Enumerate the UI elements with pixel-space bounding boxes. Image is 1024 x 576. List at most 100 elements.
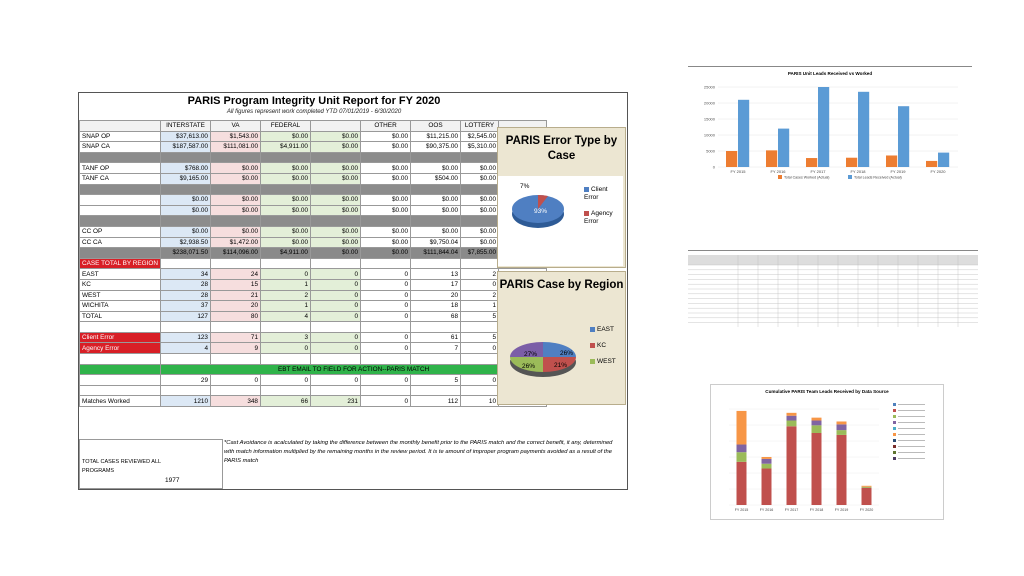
row-label: TANF CA <box>79 172 161 185</box>
table-cell: $0.00 <box>210 225 261 238</box>
table-cell: $0.00 <box>260 130 311 143</box>
table-cell: $5,310.00 <box>460 141 499 153</box>
table-cell: $0.00 <box>260 225 311 238</box>
table-cell <box>79 353 161 365</box>
table-cell: 231 <box>310 395 361 408</box>
row-label: SNAP CA <box>79 141 161 153</box>
table-cell <box>260 353 311 365</box>
table-cell <box>360 151 411 164</box>
table-cell: 0 <box>310 300 361 312</box>
pie-slice-east <box>543 342 576 357</box>
stacked-bar-segment <box>736 452 747 462</box>
table-cell: 0 <box>460 374 499 386</box>
cast-avoidance-note: *Cast Avoidance is acalculated by taking… <box>224 440 613 464</box>
legend-swatch <box>893 439 896 442</box>
bar-worked <box>846 157 858 167</box>
table-cell <box>260 183 311 196</box>
table-cell: $0.00 <box>360 225 411 238</box>
stacked-bar-segment <box>736 444 747 453</box>
table-cell: $2,938.50 <box>160 236 211 249</box>
table-cell: 29 <box>160 374 211 386</box>
table-cell <box>210 215 261 227</box>
pie-slice-kc <box>543 357 576 372</box>
stacked-bar-segment <box>836 430 847 435</box>
table-row: $0.00 $0.00 $0.00 $0.00 $0.00 $0.00 $0.00 <box>79 204 548 217</box>
table-cell: 15 <box>210 278 261 291</box>
legend-swatch <box>893 409 896 412</box>
table-cell: 0 <box>210 374 261 386</box>
table-row: SNAP OP $37,613.00 $1,543.00 $0.00 $0.00 $0.0… <box>79 130 548 143</box>
table-cell: $11,215.00 <box>410 130 461 143</box>
table-cell: $9,750.04 <box>410 236 461 249</box>
region-label: WICHITA <box>79 300 161 312</box>
total-reviewed-block: TOTAL CASES REVIEWED ALL PROGRAMS 1977 <box>79 439 223 489</box>
table-cell: 71 <box>210 331 261 344</box>
table-cell: $187,587.00 <box>160 141 211 153</box>
table-cell: $9,165.00 <box>160 172 211 185</box>
pie-slice-west <box>510 357 543 372</box>
table-cell <box>79 321 161 333</box>
stacked-bar-segment <box>786 426 797 505</box>
legend-swatch <box>893 427 896 430</box>
total-value: $0.00 <box>360 247 411 259</box>
stacked-bar-segment <box>861 486 872 488</box>
table-row: SNAP CA $187,587.00 $111,081.00 $4,911.00 $0… <box>79 141 548 153</box>
error-label: Agency Error <box>79 342 161 355</box>
legend-label: Total Leads Received (Actual) <box>854 176 902 180</box>
error-pie-chart: 93% 7% <box>512 183 564 228</box>
y-tick-label: 25000 <box>704 85 716 90</box>
table-cell: 0 <box>310 331 361 344</box>
table-cell: $4,911.00 <box>260 141 311 153</box>
table-cell: $0.00 <box>210 204 261 217</box>
pie-label-west: 26% <box>522 363 535 370</box>
region-legend: EAST KC WEST <box>590 326 616 366</box>
table-cell: $504.00 <box>410 172 461 185</box>
x-tick-label: FY 2015 <box>735 508 749 512</box>
legend-swatch <box>778 175 782 179</box>
column-header: OOS <box>410 120 461 132</box>
table-cell: 0 <box>460 342 499 355</box>
table-cell: 0 <box>360 268 411 280</box>
table-cell: 0 <box>310 374 361 386</box>
column-header <box>310 120 361 132</box>
spacer-row <box>79 353 548 365</box>
table-cell <box>79 363 161 376</box>
x-tick-label: FY 2019 <box>890 169 906 174</box>
table-cell: $0.00 <box>260 194 311 206</box>
table-cell: 37 <box>160 300 211 312</box>
column-header: OTHER <box>360 120 411 132</box>
table-cell: $0.00 <box>310 141 361 153</box>
chart-title: Cumulative PARIS Team Leads Received by … <box>765 389 889 394</box>
table-cell: 1 <box>260 300 311 312</box>
table-cell: 2 <box>460 268 499 280</box>
region-pie-chart: 26% 21% 26% 27% <box>510 342 576 377</box>
table-cell: 123 <box>160 331 211 344</box>
table-cell <box>460 151 499 164</box>
table-cell <box>310 183 361 196</box>
region-row: KC281510017061 <box>79 278 548 291</box>
table-cell: 0 <box>260 374 311 386</box>
error-legend: Client Error Agency Error <box>584 186 622 226</box>
table-cell: 13 <box>410 268 461 280</box>
region-row: WEST282120020273 <box>79 289 548 302</box>
stacked-bar-segment <box>861 485 872 487</box>
table-cell: $0.00 <box>260 204 311 217</box>
total-reviewed-label: TOTAL CASES REVIEWED ALL PROGRAMS <box>82 459 161 474</box>
table-cell <box>260 215 311 227</box>
table-cell: 0 <box>310 268 361 280</box>
bar-received <box>898 106 910 167</box>
table-cell <box>310 257 361 270</box>
table-row: CC OP $0.00 $0.00 $0.00 $0.00 $0.00 $0.00 $0.00 <box>79 225 548 238</box>
stacked-bar-segment <box>861 487 872 505</box>
spacer-row <box>79 321 548 333</box>
table-cell: 5 <box>460 310 499 323</box>
legend-east: EAST <box>590 326 616 334</box>
bar-chart-svg: 25000 20000 15000 10000 5000 0 FY 2015 FY 2016 F… <box>704 85 958 180</box>
table-cell: 17 <box>410 278 461 291</box>
stacked-bar-segment <box>811 433 822 505</box>
table-cell: 28 <box>160 289 211 302</box>
region-label: KC <box>79 278 161 291</box>
spacer-row <box>79 151 548 164</box>
legend-swatch <box>893 421 896 424</box>
bar-received <box>858 91 870 167</box>
